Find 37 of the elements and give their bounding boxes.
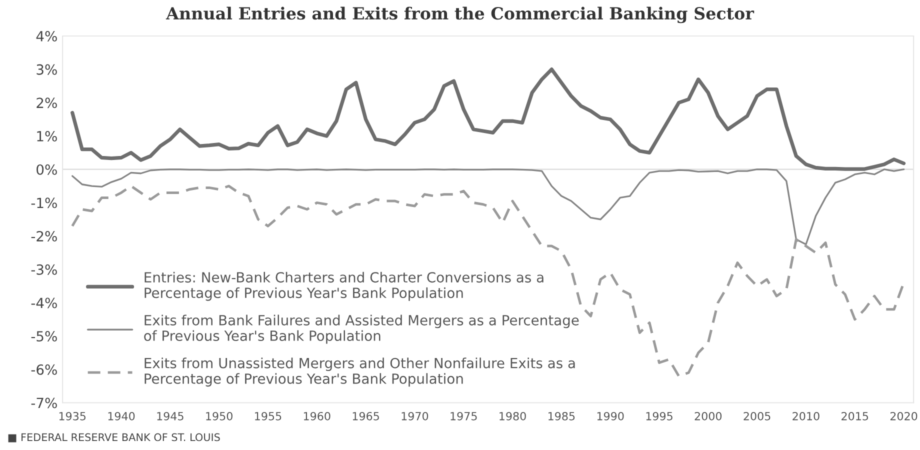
- x-tick-label: 1945: [157, 412, 184, 420]
- x-tick-label: 2010: [792, 412, 820, 420]
- x-tick-label: 1950: [206, 412, 232, 420]
- y-tick-label: -7%: [31, 398, 57, 408]
- x-tick-label: 1935: [59, 412, 86, 420]
- x-tick-label: 2020: [890, 412, 918, 420]
- y-tick-label: -5%: [31, 331, 57, 342]
- y-tick-label: 4%: [36, 30, 57, 42]
- x-tick-label: 1955: [255, 412, 282, 420]
- legend-label: Exits from Unassisted Mergers and Other Nonfailure Exits as a Percentage of Previous Year's Bank Population: [144, 358, 575, 387]
- x-tick-label: 2005: [744, 412, 770, 420]
- x-tick-label: 1970: [402, 412, 428, 420]
- y-tick-label: -6%: [31, 364, 57, 375]
- x-tick-label: 1960: [304, 412, 330, 420]
- x-tick-label: 1990: [597, 412, 624, 420]
- line-series: [72, 168, 905, 246]
- y-tick-label: -1%: [31, 198, 57, 208]
- y-tick-label: 1%: [37, 130, 57, 142]
- text: ■ FEDERAL RESERVE BANK OF ST. LOUIS: [8, 433, 220, 442]
- x-tick-label: 1985: [548, 412, 575, 420]
- chart-title: Annual Entries and Exits from the Commercial Banking Sector: [166, 6, 754, 24]
- y-tick-label: 0%: [36, 164, 57, 175]
- x-tick-label: 1965: [352, 412, 379, 420]
- y-tick-label: -3%: [31, 264, 57, 275]
- x-tick-label: 1940: [108, 412, 135, 420]
- x-tick-label: 1975: [450, 412, 477, 420]
- y-tick-label: -2%: [31, 231, 57, 242]
- line-series: [70, 68, 906, 171]
- x-tick-label: 1995: [646, 412, 672, 420]
- x-tick-label: 2000: [694, 412, 722, 420]
- x-tick-label: 1980: [500, 412, 526, 420]
- legend-label: Entries: New-Bank Charters and Charter Conversions as a Percentage of Previous Year's Bank Population: [144, 272, 544, 301]
- y-tick-label: 2%: [36, 98, 57, 108]
- x-tick-label: 2015: [842, 412, 868, 420]
- y-tick-label: -4%: [31, 298, 57, 308]
- legend-label: Exits from Bank Failures and Assisted Mergers as a Percentage of Previous Year's Bank Population: [144, 314, 579, 344]
- y-tick-label: 3%: [36, 64, 57, 75]
